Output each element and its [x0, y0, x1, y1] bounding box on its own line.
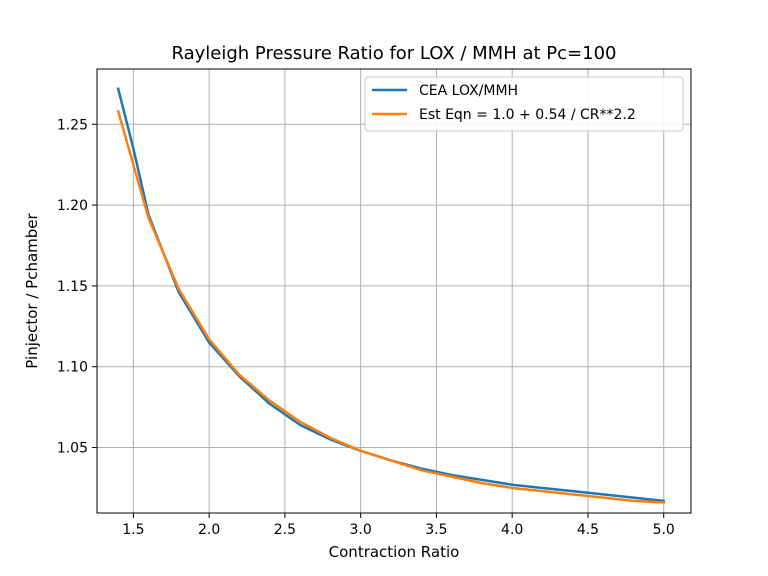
plot-area: [97, 69, 691, 513]
legend-label-est: Est Eqn = 1.0 + 0.54 / CR**2.2: [419, 107, 636, 123]
ticks: 1.5 2.0 2.5 3.0 3.5 4.0 4.5 5.0 1.05 1.10 1.15 1.20…: [57, 117, 675, 538]
chart-title: Rayleigh Pressure Ratio for LOX / MMH at…: [172, 43, 617, 64]
y-axis-label: Pinjector / Pchamber: [23, 212, 41, 368]
legend-box: [364, 76, 684, 132]
y-tick-label: 1.20: [57, 198, 88, 214]
y-tick-label: 1.25: [57, 117, 88, 133]
x-tick-label: 4.5: [577, 522, 599, 538]
x-tick-label: 3.0: [350, 522, 372, 538]
legend-label-cea: CEA LOX/MMH: [419, 83, 518, 99]
plot-frame: [96, 68, 692, 514]
x-tick-label: 4.0: [501, 522, 523, 538]
series-layer: [116, 87, 666, 504]
x-tick-label: 2.5: [274, 522, 296, 538]
legend: CEA LOX/MMH Est Eqn = 1.0 + 0.54 / CR**2…: [364, 76, 684, 132]
x-tick-label: 5.0: [653, 522, 675, 538]
x-tick-label: 2.0: [198, 522, 220, 538]
grid: [97, 69, 691, 513]
y-tick-label: 1.05: [57, 441, 88, 457]
x-tick-label: 3.5: [425, 522, 447, 538]
y-tick-label: 1.10: [57, 360, 88, 376]
x-tick-label: 1.5: [122, 522, 144, 538]
y-tick-label: 1.15: [57, 279, 88, 295]
x-axis-label: Contraction Ratio: [329, 543, 460, 561]
series-line-1: [116, 109, 666, 504]
